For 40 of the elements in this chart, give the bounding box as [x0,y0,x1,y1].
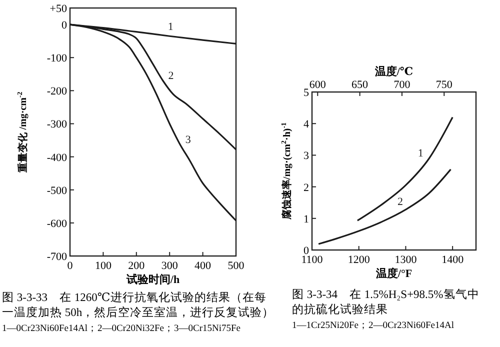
y-tick-label: -600 [46,218,68,230]
y-tick-label: 2 [304,182,309,194]
x2-axis-title: 温度/℃ [374,65,414,78]
x2-tick-label: 750 [436,79,453,91]
x2-tick-label: 700 [394,79,411,91]
series-label: 1 [418,148,424,160]
x-tick-label: 300 [161,260,178,272]
x-tick-label: 1200 [348,254,370,266]
y-tick-label: -400 [46,152,68,164]
x-tick-label: 500 [228,260,245,272]
y-tick-label: -200 [46,86,68,98]
series-label: 3 [185,134,192,146]
text: 图 3-3-33 在 1260℃进行抗氧化试验的结果（在每一温度加热 50h，然后空冷至室温，进行反复试验） [2,291,274,319]
y-tick-label: 5 [304,87,310,99]
text: 图 3-3-34 在 1.5%H₂S+98.5%氢气中的抗硫化试验结果 [292,288,480,316]
x-tick-label: 400 [194,260,212,272]
x-tick-label: 1100 [301,254,324,266]
x-tick-label: 200 [128,260,146,272]
x-tick-label: 1400 [442,254,464,266]
text: 1—1Cr25Ni20Fe；2—0Cr23Ni60Fe14Al [292,321,454,331]
series-label: 1 [168,21,174,34]
y-tick-label: 0 [304,245,310,257]
x-tick-label: 1300 [394,254,418,266]
y-tick-label: -300 [46,118,68,131]
y-tick-label: 0 [62,20,68,32]
y-tick-label: -100 [46,52,68,65]
y-tick-label: 1 [304,213,309,226]
x2-tick-label: 650 [352,79,369,91]
x-axis-title: 温度/°F [374,267,412,280]
series-label: 2 [398,196,404,208]
text: 1—0Cr23Ni60Fe14Al；2—0Cr20Ni32Fe；3—0Cr15Ni75Fe [2,324,240,334]
x-tick-label: 100 [94,260,112,272]
x-axis-title: 试验时间/h [125,273,180,286]
y-tick-label: -500 [46,184,68,197]
y-tick-label: 3 [304,150,310,162]
y-tick-label: 4 [304,118,310,131]
y-tick-label: -700 [46,251,68,263]
x2-tick-label: 600 [309,79,326,91]
y-tick-label: +50 [50,3,68,15]
series-label: 2 [168,70,174,82]
